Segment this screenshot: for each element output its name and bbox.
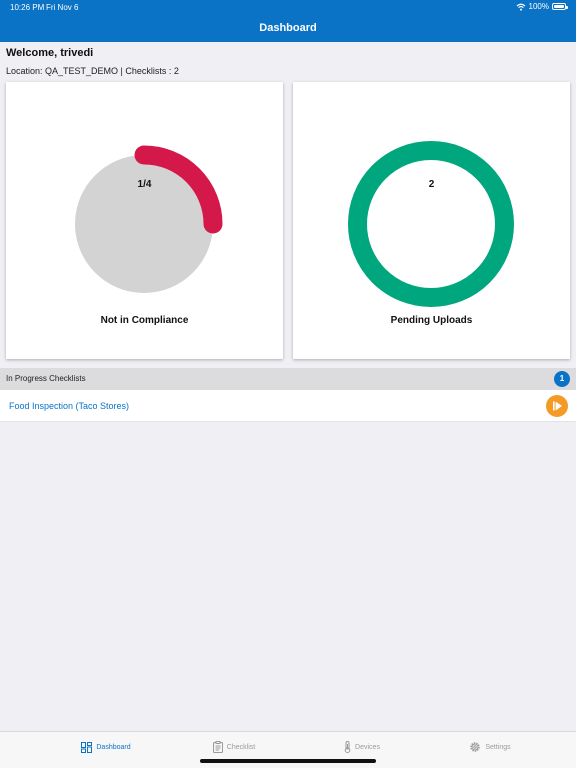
checklist-row[interactable]: Food Inspection (Taco Stores) [0, 390, 576, 422]
nav-bar: Dashboard [0, 14, 576, 42]
tab-devices[interactable]: Devices [290, 732, 434, 762]
dashboard-content: Welcome, trivedi Location: QA_TEST_DEMO … [0, 42, 576, 731]
home-indicator [200, 759, 376, 763]
pending-uploads-card[interactable]: 2 Pending Uploads [293, 82, 570, 359]
compliance-card[interactable]: 1/4 Not in Compliance [6, 82, 283, 359]
in-progress-count-badge: 1 [554, 371, 570, 387]
welcome-message: Welcome, trivedi [6, 47, 94, 59]
gear-icon [470, 742, 481, 752]
compliance-track [75, 155, 213, 293]
tab-checklist-label: Checklist [226, 743, 256, 751]
compliance-chart [75, 145, 223, 293]
wifi-icon [516, 3, 525, 11]
tab-settings-label: Settings [485, 743, 511, 751]
status-time: 10:26 PM [10, 3, 45, 12]
checklist-name[interactable]: Food Inspection (Taco Stores) [9, 401, 130, 411]
page-title: Dashboard [259, 22, 317, 34]
tab-settings[interactable]: Settings [418, 732, 562, 762]
battery-percent: 100% [528, 2, 549, 11]
pending-ring [348, 141, 514, 307]
compliance-arc [134, 145, 223, 234]
status-date: Fri Nov 6 [46, 3, 79, 12]
pending-uploads-label: Pending Uploads [390, 315, 473, 326]
compliance-label: Not in Compliance [100, 315, 189, 326]
status-right: 100% [516, 2, 568, 11]
thermometer-icon [344, 741, 351, 753]
pending-uploads-chart [348, 141, 514, 307]
status-bar: 10:26 PM Fri Nov 6 100% [0, 0, 576, 14]
in-progress-title: In Progress Checklists [6, 374, 86, 383]
compliance-value: 1/4 [137, 179, 152, 190]
battery-icon [552, 3, 568, 10]
resume-checklist-button[interactable] [546, 395, 568, 417]
tab-checklist[interactable]: Checklist [162, 732, 306, 762]
location-info: Location: QA_TEST_DEMO | Checklists : 2 [6, 66, 179, 76]
tab-dashboard[interactable]: Dashboard [34, 732, 178, 762]
tab-dashboard-label: Dashboard [96, 743, 131, 751]
play-icon [553, 401, 562, 411]
dashboard-icon [81, 741, 93, 753]
clipboard-icon [212, 741, 223, 753]
pending-uploads-value: 2 [428, 179, 435, 190]
tab-devices-label: Devices [355, 743, 380, 751]
in-progress-header: In Progress Checklists 1 [0, 368, 576, 390]
